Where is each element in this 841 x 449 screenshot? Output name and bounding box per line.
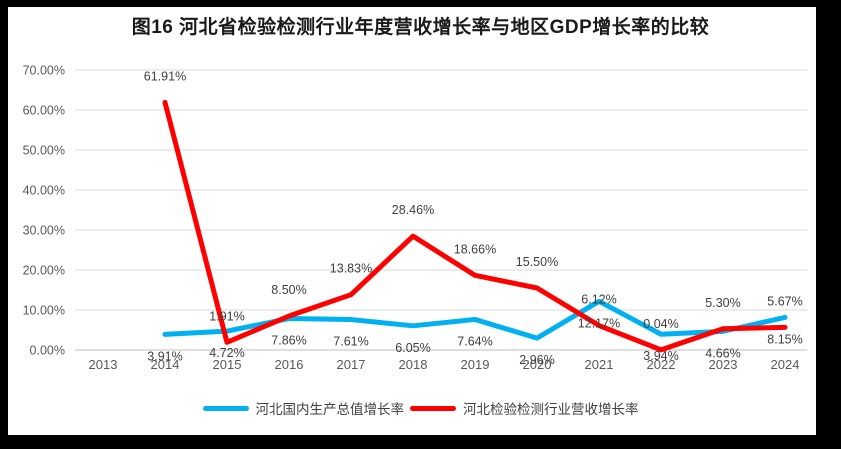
legend-label: 河北检验检测行业营收增长率 (463, 402, 639, 417)
data-label: 28.46% (392, 203, 434, 217)
data-label: 4.66% (705, 346, 740, 360)
data-label: 5.67% (767, 294, 802, 308)
data-label: 15.50% (516, 255, 558, 269)
data-label: 8.15% (767, 332, 802, 346)
x-axis-tick-label: 2024 (771, 357, 800, 372)
x-axis-tick-label: 2020 (523, 357, 552, 372)
data-label: 5.30% (705, 296, 740, 310)
x-axis-tick-label: 2022 (647, 357, 676, 372)
x-axis-tick-label: 2021 (585, 357, 614, 372)
data-label: 6.05% (395, 341, 430, 355)
y-axis-tick-label: 0.00% (30, 344, 65, 358)
x-axis-tick-label: 2018 (399, 357, 428, 372)
data-label: 3.91% (147, 349, 182, 363)
y-axis-tick-label: 30.00% (23, 224, 65, 238)
legend-line-swatch (410, 405, 456, 411)
x-axis-tick-label: 2014 (151, 357, 180, 372)
data-label: 6.12% (581, 293, 616, 307)
data-label: 1.91% (209, 309, 244, 323)
chart-legend: 河北国内生产总值增长率 河北检验检测行业营收增长率 (0, 395, 841, 421)
x-axis-tick-label: 2013 (89, 357, 118, 372)
data-label: 12.17% (578, 316, 620, 330)
legend-item: 河北国内生产总值增长率 (202, 398, 405, 418)
x-axis-tick-label: 2023 (709, 357, 738, 372)
y-axis-tick-label: 20.00% (23, 264, 65, 278)
data-label: 4.72% (209, 346, 244, 360)
chart-title: 图16 河北省检验检测行业年度营收增长率与地区GDP增长率的比较 (131, 17, 710, 38)
data-label: 7.61% (333, 335, 368, 349)
data-label: 2.96% (519, 353, 554, 367)
x-axis-tick-label: 2017 (337, 357, 366, 372)
y-axis-tick-label: 10.00% (23, 304, 65, 318)
data-label: 7.86% (271, 334, 306, 348)
data-label: 13.83% (330, 262, 372, 276)
y-axis-tick-label: 40.00% (23, 184, 65, 198)
legend-label: 河北国内生产总值增长率 (255, 402, 405, 417)
x-axis-tick-label: 2015 (213, 357, 242, 372)
legend-line-swatch (202, 405, 249, 411)
data-label: 0.04% (643, 317, 678, 331)
data-label: 18.66% (454, 242, 496, 256)
chart-panel (8, 7, 816, 435)
legend-item: 河北检验检测行业营收增长率 (410, 398, 639, 418)
x-axis-tick-label: 2016 (275, 357, 304, 372)
revenue-growth-line (162, 99, 788, 353)
gdp-growth-line (162, 298, 788, 341)
y-axis-tick-label: 70.00% (23, 64, 65, 78)
y-axis-tick-label: 50.00% (23, 144, 65, 158)
data-label: 3.94% (643, 349, 678, 363)
y-axis-tick-label: 60.00% (23, 104, 65, 118)
data-label: 7.64% (457, 334, 492, 348)
x-axis-tick-label: 2019 (461, 357, 490, 372)
data-label: 8.50% (271, 283, 306, 297)
data-label: 61.91% (144, 69, 186, 83)
